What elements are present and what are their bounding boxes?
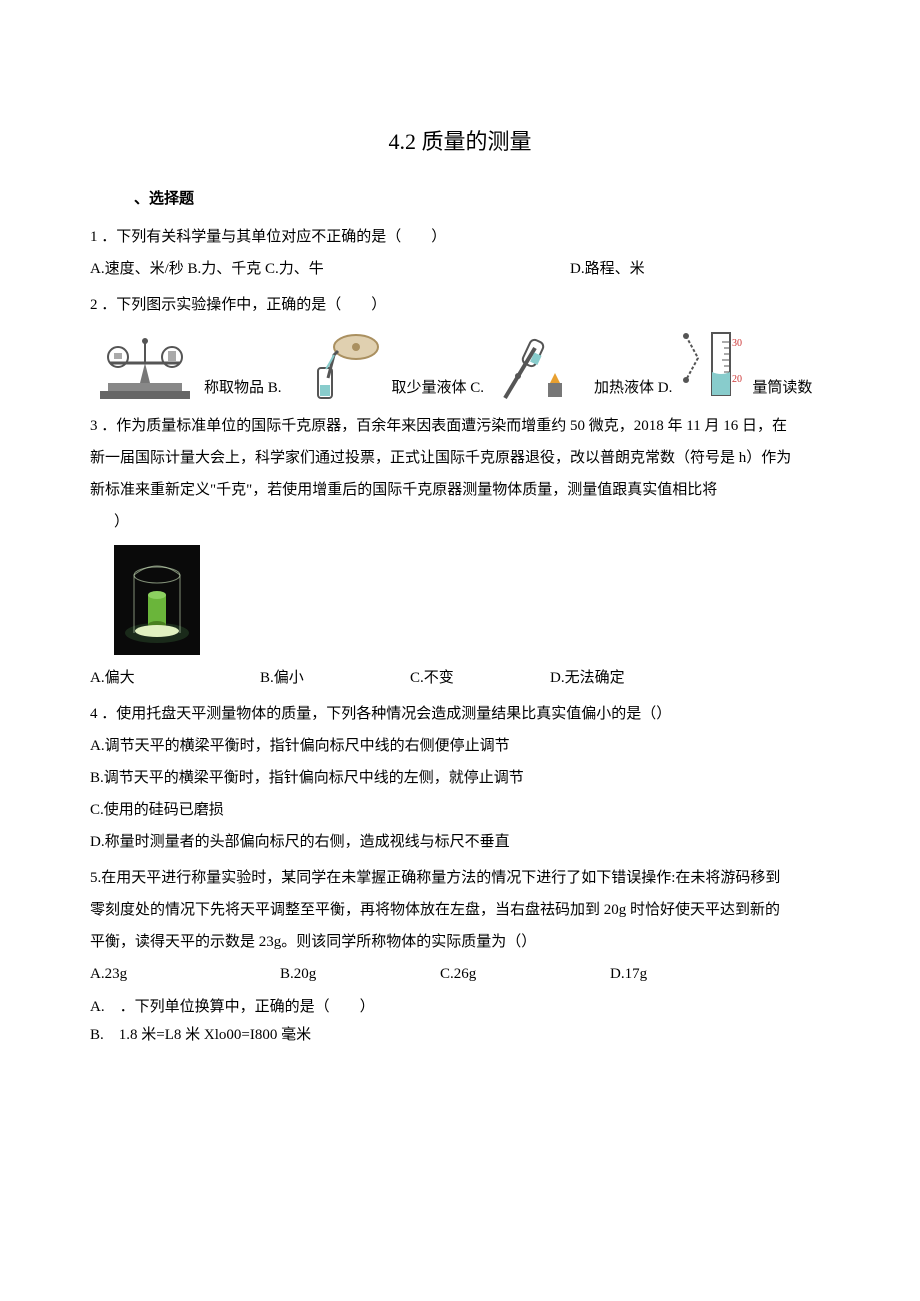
q3-opt-a: A.偏大	[90, 663, 260, 693]
q2-opt-a: 称取物品 B.	[90, 333, 282, 403]
q4-opt-d: D.称量时测量者的头部偏向标尺的右侧，造成视线与标尺不垂直	[90, 827, 830, 857]
q3-opt-c: C.不变	[410, 663, 550, 693]
q2-label-c: 加热液体 D.	[594, 373, 672, 403]
question-6: A. ．下列单位换算中，正确的是（ ） B. 1.8 米=L8 米 Xlo00=…	[90, 995, 830, 1048]
question-4: 4 ．使用托盘天平测量物体的质量，下列各种情况会造成测量结果比真实值偏小的是（）…	[90, 699, 830, 857]
pour-liquid-icon	[288, 333, 388, 403]
q3-paren: ）	[90, 507, 830, 537]
kilogram-prototype-icon	[122, 555, 192, 645]
section-1-header: 、选择题	[90, 184, 830, 214]
q2-stem: 2 ．下列图示实验操作中，正确的是（ ）	[90, 290, 830, 320]
balance-scale-icon	[90, 333, 200, 403]
q3-opt-b: B.偏小	[260, 663, 410, 693]
q5-line2: 零刻度处的情况下先将天平调整至平衡，再将物体放在左盘，当右盘祛码加到 20g 时…	[90, 895, 830, 925]
question-5: 5.在用天平进行称量实验时，某同学在未掌握正确称量方法的情况下进行了如下错误操作…	[90, 863, 830, 989]
q2-opt-d: 30 20 量筒读数	[678, 328, 812, 403]
heat-liquid-icon	[490, 328, 590, 403]
svg-text:20: 20	[732, 374, 742, 385]
q1-options: A.速度、米/秒 B.力、千克 C.力、牛 D.路程、米	[90, 254, 830, 284]
q6-line-b: B. 1.8 米=L8 米 Xlo00=I800 毫米	[90, 1023, 830, 1049]
q5-opt-a: A.23g	[90, 959, 280, 989]
q3-options: A.偏大 B.偏小 C.不变 D.无法确定	[90, 663, 830, 693]
q1-opt-abc: A.速度、米/秒 B.力、千克 C.力、牛	[90, 254, 570, 284]
q3-line2: 新一届国际计量大会上，科学家们通过投票，正式让国际千克原器退役，改以普朗克常数（…	[90, 443, 830, 473]
q5-line1: 5.在用天平进行称量实验时，某同学在未掌握正确称量方法的情况下进行了如下错误操作…	[90, 863, 830, 893]
q1-stem: 1 ．下列有关科学量与其单位对应不正确的是（ ）	[90, 222, 830, 252]
q5-line3: 平衡，读得天平的示数是 23g。则该同学所称物体的实际质量为（）	[90, 927, 830, 957]
q2-diagrams-row: 称取物品 B. 取少量液体 C. 加热液	[90, 328, 830, 403]
q3-line3: 新标准来重新定义"千克"，若使用增重后的国际千克原器测量物体质量，测量值跟真实值…	[90, 475, 830, 505]
q5-opt-c: C.26g	[440, 959, 610, 989]
kilogram-prototype-image	[114, 545, 200, 655]
cylinder-reading-icon: 30 20	[678, 328, 748, 403]
q2-label-a: 称取物品 B.	[204, 373, 282, 403]
q3-line1: 3 ．作为质量标准单位的国际千克原器，百余年来因表面遭污染而增重约 50 微克，…	[90, 411, 830, 441]
q2-opt-c: 加热液体 D.	[490, 328, 672, 403]
page-title: 4.2 质量的测量	[90, 120, 830, 164]
svg-text:30: 30	[732, 338, 742, 349]
q1-opt-d: D.路程、米	[570, 254, 645, 284]
q4-stem: 4 ．使用托盘天平测量物体的质量，下列各种情况会造成测量结果比真实值偏小的是（）	[90, 699, 830, 729]
q3-opt-d: D.无法确定	[550, 663, 670, 693]
q5-options: A.23g B.20g C.26g D.17g	[90, 959, 830, 989]
q4-opt-a: A.调节天平的横梁平衡时，指针偏向标尺中线的右侧便停止调节	[90, 731, 830, 761]
q2-label-d: 量筒读数	[752, 373, 812, 403]
q6-line-a: A. ．下列单位换算中，正确的是（ ）	[90, 995, 830, 1021]
q4-opt-b: B.调节天平的横梁平衡时，指针偏向标尺中线的左侧，就停止调节	[90, 763, 830, 793]
q5-opt-d: D.17g	[610, 959, 730, 989]
question-2: 2 ．下列图示实验操作中，正确的是（ ） 称取物品 B.	[90, 290, 830, 403]
q2-opt-b: 取少量液体 C.	[288, 333, 485, 403]
question-1: 1 ．下列有关科学量与其单位对应不正确的是（ ） A.速度、米/秒 B.力、千克…	[90, 222, 830, 284]
q2-label-b: 取少量液体 C.	[392, 373, 485, 403]
q5-opt-b: B.20g	[280, 959, 440, 989]
q4-opt-c: C.使用的硅码已磨损	[90, 795, 830, 825]
question-3: 3 ．作为质量标准单位的国际千克原器，百余年来因表面遭污染而增重约 50 微克，…	[90, 411, 830, 693]
